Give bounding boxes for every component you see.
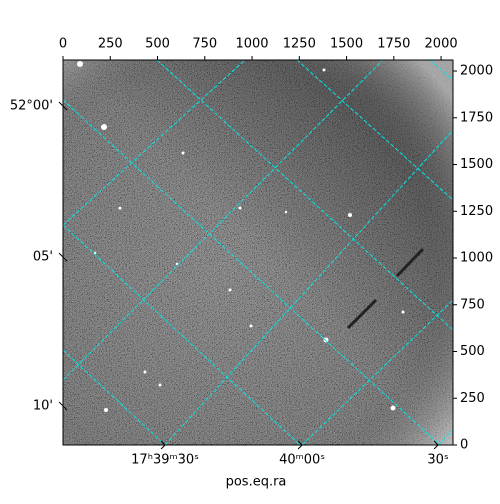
y-tick-label: 1750	[460, 110, 493, 125]
dec-tick-label: 05'	[33, 250, 53, 265]
ra-tick	[160, 440, 166, 450]
ra-tick-label: 30ˢ	[427, 453, 449, 468]
ra-tick	[297, 440, 303, 450]
dec-tick-label: 52°00'	[10, 98, 53, 113]
x-axis-label: pos.eq.ra	[226, 475, 287, 490]
image	[63, 60, 453, 445]
y-tick-label: 1500	[460, 157, 493, 172]
x-tick-label: 500	[145, 37, 170, 52]
y-tick-label: 500	[460, 344, 485, 359]
x-tick-label: 750	[192, 37, 217, 52]
x-tick-label: 250	[98, 37, 123, 52]
y-tick-label: 2000	[460, 64, 493, 79]
dec-tick	[58, 101, 68, 111]
x-tick-label: 1250	[283, 37, 316, 52]
ra-tick-label: 17ʰ39ᵐ30ˢ	[131, 453, 199, 468]
axes-frame	[62, 59, 454, 446]
ra-tick-label: 40ᵐ00ˢ	[279, 453, 325, 468]
x-tick-label: 1750	[377, 37, 410, 52]
x-tick-label: 0	[59, 37, 67, 52]
y-tick-label: 1000	[460, 251, 493, 266]
y-tick-label: 0	[460, 438, 468, 453]
x-tick-label: 1000	[235, 37, 268, 52]
dec-tick-label: 10'	[33, 398, 53, 413]
dec-tick	[58, 252, 68, 262]
x-tick-label: 1500	[330, 37, 363, 52]
dec-tick	[58, 401, 68, 411]
x-tick-label: 2000	[425, 37, 458, 52]
y-tick-label: 750	[460, 297, 485, 312]
y-tick-label: 250	[460, 391, 485, 406]
coordinate-grid	[63, 60, 453, 445]
y-tick-label: 1250	[460, 204, 493, 219]
ra-tick	[433, 440, 439, 450]
